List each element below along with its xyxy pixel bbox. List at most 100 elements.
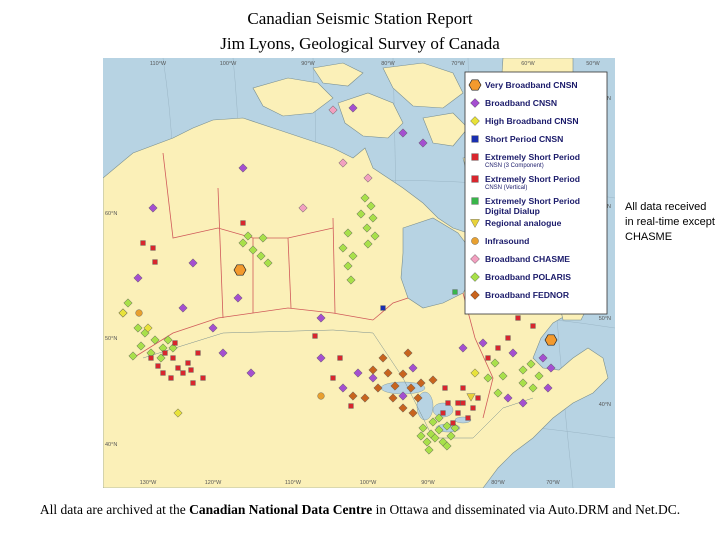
station-fednor (428, 375, 438, 385)
station-bb (398, 391, 408, 401)
legend-marker-polaris (470, 272, 480, 282)
station-polaris (528, 383, 538, 393)
station-polaris (168, 343, 178, 353)
province-borders (132, 152, 494, 419)
station-polaris (256, 251, 266, 261)
station-esp3 (172, 340, 178, 346)
legend-marker-bb (470, 98, 480, 108)
station-markers (118, 103, 558, 455)
station-bb (458, 343, 468, 353)
station-fednor (408, 408, 418, 418)
footer-netdc: Net.DC (635, 502, 677, 517)
station-map: 110°W 100°W 90°W 80°W 70°W 60°W 50°W 60°N 50°N 4… (103, 58, 615, 488)
realtime-note: All data received in real-time except CH… (625, 201, 715, 243)
station-polaris (348, 251, 358, 261)
station-esp3 (470, 405, 476, 411)
station-esp3 (515, 315, 521, 321)
station-polaris (123, 298, 133, 308)
station-esp3 (465, 415, 471, 421)
station-polaris (446, 431, 456, 441)
footer-cndc: Canadian National Data Centre (189, 502, 373, 517)
station-esp3 (337, 355, 343, 361)
station-polaris (416, 431, 426, 441)
station-bb (508, 348, 518, 358)
station-polaris (163, 335, 173, 345)
tick-label-left: 50°N (105, 336, 117, 342)
station-esp3 (140, 240, 146, 246)
station-esp3 (348, 403, 354, 409)
station-fednor (416, 378, 426, 388)
station-hbb (173, 408, 183, 418)
station-bb (238, 163, 248, 173)
station-polaris (248, 245, 258, 255)
legend-label-fednor: Broadband FEDNOR (485, 290, 570, 300)
tick-label-left: 60°N (105, 211, 117, 217)
station-polaris (362, 223, 372, 233)
footer-and: and (608, 502, 636, 517)
station-fednor (413, 393, 423, 403)
tick-label-bottom: 70°W (546, 480, 560, 486)
station-fednor (378, 353, 388, 363)
station-fednor (403, 348, 413, 358)
station-fednor (383, 368, 393, 378)
station-polaris (363, 239, 373, 249)
legend-marker-hbb (470, 116, 480, 126)
station-fednor (360, 393, 370, 403)
station-esp3 (188, 367, 194, 373)
station-polaris (360, 193, 370, 203)
station-polaris (490, 358, 500, 368)
station-reg (466, 393, 476, 402)
station-esp3 (168, 375, 174, 381)
station-espd (452, 289, 458, 295)
station-polaris (156, 353, 166, 363)
tick-label-right: 40°N (599, 402, 611, 408)
archive-footer: All data are archived at the Canadian Na… (0, 502, 720, 518)
station-esp3 (175, 365, 181, 371)
tick-label-top: 80°W (381, 61, 395, 67)
station-bb (316, 353, 326, 363)
legend-label-bb: Broadband CNSN (485, 98, 557, 108)
station-polaris (343, 261, 353, 271)
legend-marker-espv (471, 175, 479, 183)
station-polaris (434, 425, 444, 435)
station-polaris (498, 371, 508, 381)
station-bb (246, 368, 256, 378)
station-esp3 (460, 400, 466, 406)
station-bb (398, 128, 408, 138)
station-fednor (348, 391, 358, 401)
legend-marker-sp (471, 135, 479, 143)
tick-label-top: 110°W (150, 61, 167, 67)
station-esp3 (330, 375, 336, 381)
station-polaris (483, 373, 493, 383)
station-polaris (534, 371, 544, 381)
station-polaris (424, 445, 434, 455)
station-esp3 (530, 323, 536, 329)
station-polaris (518, 365, 528, 375)
station-polaris (258, 233, 268, 243)
station-bb (148, 203, 158, 213)
station-fednor (373, 383, 383, 393)
station-fednor (388, 393, 398, 403)
station-esp3 (312, 333, 318, 339)
legend-label-esp3: Extremely Short Period (485, 152, 580, 162)
station-esp3 (155, 363, 161, 369)
station-bb (503, 393, 513, 403)
station-bb (368, 373, 378, 383)
station-esp3 (180, 370, 186, 376)
legend-label-vbb: Very Broadband CNSN (485, 80, 578, 90)
tick-label-top: 60°W (521, 61, 535, 67)
station-fednor (368, 365, 378, 375)
legend-label-espd: Extremely Short Period (485, 196, 580, 206)
tick-label-bottom: 80°W (491, 480, 505, 486)
legend-marker-espd (471, 197, 479, 205)
station-fednor (398, 403, 408, 413)
station-esp3 (200, 375, 206, 381)
station-polaris (422, 437, 432, 447)
station-esp3 (455, 410, 461, 416)
station-chasme (328, 105, 338, 115)
station-hbb (143, 323, 153, 333)
tick-label-top: 70°W (451, 61, 465, 67)
station-polaris (430, 433, 440, 443)
station-polaris (243, 231, 253, 241)
legend-label-espv: Extremely Short Period (485, 174, 580, 184)
